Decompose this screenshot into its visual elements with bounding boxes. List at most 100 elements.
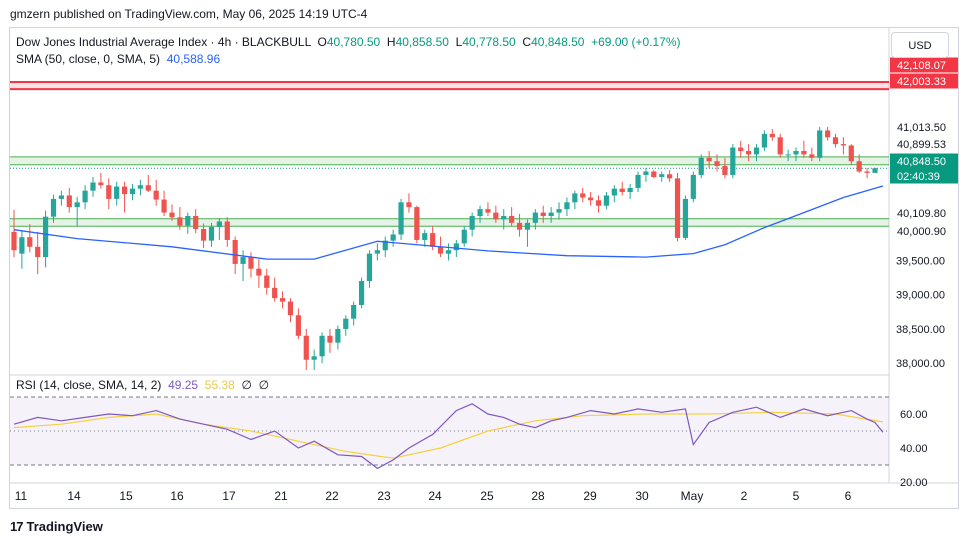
candle bbox=[556, 202, 562, 220]
candle-body bbox=[769, 133, 775, 138]
candle-body bbox=[445, 250, 452, 254]
candle-body bbox=[651, 171, 657, 177]
candle bbox=[287, 298, 294, 323]
sma-label[interactable]: SMA (50, close, 0, SMA, 5) bbox=[16, 52, 161, 66]
candle bbox=[129, 183, 136, 201]
tradingview-logo-icon: 17 bbox=[10, 519, 24, 534]
time-tick-label: 30 bbox=[635, 489, 649, 503]
time-tick-label: 23 bbox=[377, 489, 391, 503]
candle-body bbox=[635, 174, 641, 188]
candle-body bbox=[714, 161, 720, 167]
candle bbox=[619, 181, 625, 196]
candle-body bbox=[746, 150, 752, 155]
candle-body bbox=[864, 171, 870, 173]
candle bbox=[50, 194, 57, 223]
candle bbox=[327, 328, 333, 353]
candle-body bbox=[414, 207, 420, 240]
support-top-tag: 40,109.80 bbox=[897, 208, 946, 220]
candle-body bbox=[177, 217, 183, 226]
candle bbox=[295, 308, 301, 340]
low-label: L bbox=[455, 35, 463, 49]
candle-body bbox=[390, 234, 396, 241]
candle-body bbox=[603, 195, 610, 206]
time-tick-label: 28 bbox=[531, 489, 545, 503]
close-value: 40,848.50 bbox=[531, 35, 585, 49]
support-top-tag-bg bbox=[890, 205, 958, 221]
candle bbox=[19, 231, 25, 269]
last-price-tag: 40,848.50 bbox=[897, 156, 946, 168]
candle-body bbox=[437, 246, 444, 254]
candle bbox=[564, 197, 570, 216]
candle bbox=[11, 209, 17, 258]
candle-body bbox=[453, 243, 459, 251]
candle bbox=[240, 250, 246, 282]
candle bbox=[137, 179, 143, 196]
candle-body bbox=[19, 237, 25, 254]
candle-body bbox=[42, 216, 49, 258]
candle bbox=[848, 144, 854, 165]
time-tick-label: 6 bbox=[845, 489, 852, 503]
candle-body bbox=[11, 231, 17, 251]
candle-body bbox=[351, 304, 357, 319]
candle-body bbox=[674, 178, 681, 238]
candle-body bbox=[690, 174, 696, 199]
candle-body bbox=[248, 257, 254, 269]
candle bbox=[730, 144, 736, 179]
zone-top-tag: 41,013.50 bbox=[897, 122, 946, 134]
time-tick-label: May bbox=[681, 489, 704, 503]
candle-body bbox=[848, 145, 854, 162]
candle bbox=[785, 149, 791, 162]
time-tick-label: 2 bbox=[741, 489, 748, 503]
candle-body bbox=[145, 185, 151, 191]
candle bbox=[98, 172, 104, 189]
candle-body bbox=[698, 157, 704, 175]
candle bbox=[493, 205, 499, 223]
candle-body bbox=[722, 166, 728, 175]
candle-body bbox=[643, 171, 649, 175]
candle bbox=[698, 154, 704, 179]
candle-body bbox=[74, 202, 80, 208]
candle bbox=[801, 140, 807, 158]
rsi-label[interactable]: RSI (14, close, SMA, 14, 2) bbox=[16, 378, 162, 392]
time-tick-label: 24 bbox=[428, 489, 442, 503]
candle-body bbox=[832, 137, 839, 145]
sma-legend: SMA (50, close, 0, SMA, 5) 40,588.96 bbox=[16, 52, 220, 66]
candle bbox=[311, 349, 317, 370]
candle bbox=[864, 168, 870, 179]
symbol-label[interactable]: Dow Jones Industrial Average Index · 4h … bbox=[16, 35, 311, 49]
last-price-tag-bg bbox=[890, 153, 958, 169]
resistance-top-tag: 42,108.07 bbox=[897, 60, 946, 72]
candle-body bbox=[256, 268, 262, 276]
candle-body bbox=[311, 356, 317, 360]
time-tick-label: 29 bbox=[583, 489, 597, 503]
candle-body bbox=[129, 188, 136, 195]
candle bbox=[382, 236, 388, 258]
candle bbox=[256, 259, 262, 288]
footer-brand[interactable]: 17 TradingView bbox=[10, 519, 103, 534]
candle bbox=[422, 229, 428, 247]
rsi-value: 49.25 bbox=[168, 378, 199, 392]
candle bbox=[714, 154, 720, 172]
rsi-tick-label: 20.00 bbox=[900, 477, 928, 489]
candle-body bbox=[303, 335, 309, 360]
rsi-tick-label: 60.00 bbox=[900, 409, 928, 421]
candle bbox=[445, 243, 452, 261]
candle bbox=[272, 277, 278, 302]
candle bbox=[343, 315, 349, 336]
candle-body bbox=[556, 209, 562, 213]
candle-body bbox=[548, 212, 554, 216]
candle-body bbox=[611, 188, 617, 196]
support-bottom-tag: 40,000.90 bbox=[897, 226, 946, 238]
candle-body bbox=[493, 212, 499, 220]
candle bbox=[248, 252, 254, 278]
candle bbox=[414, 205, 420, 244]
currency-button[interactable]: USD bbox=[891, 32, 949, 58]
candle-body bbox=[485, 209, 491, 213]
time-tick-label: 14 bbox=[67, 489, 81, 503]
close-label: C bbox=[522, 35, 532, 49]
candle-body bbox=[532, 212, 538, 223]
candle-body bbox=[224, 221, 230, 240]
rsi-extra-1: ∅ bbox=[241, 378, 252, 392]
candle bbox=[667, 170, 673, 182]
